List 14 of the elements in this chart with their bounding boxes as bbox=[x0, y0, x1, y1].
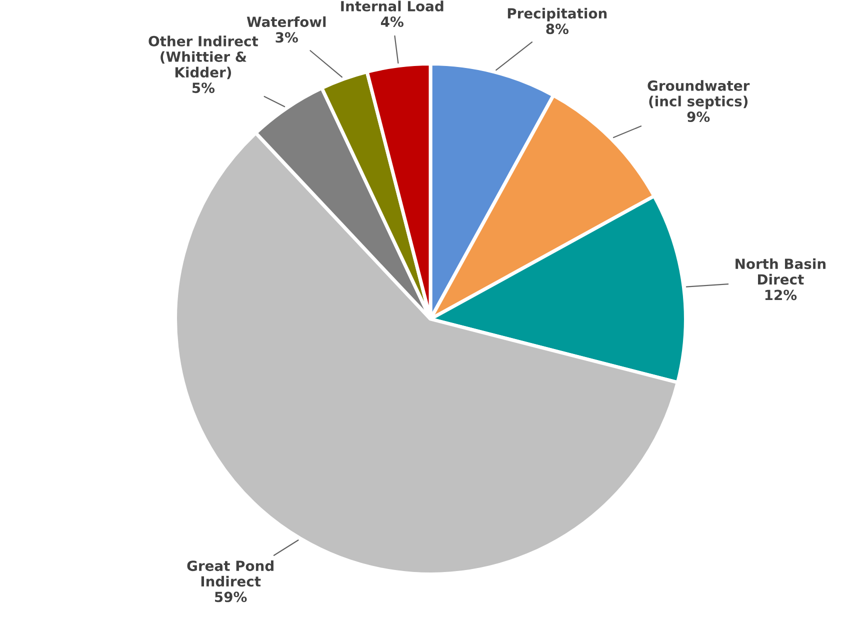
data-label: 12% bbox=[765, 290, 797, 300]
slice-label: Internal Load bbox=[341, 0, 444, 12]
slice-label: Precipitation bbox=[508, 8, 607, 22]
data-label: 59% bbox=[215, 592, 247, 602]
slice-label: Great Pond Indirect bbox=[187, 560, 274, 587]
data-label: 3% bbox=[276, 32, 298, 43]
data-label: 4% bbox=[380, 16, 404, 27]
slice-label: North Basin Direct bbox=[736, 258, 826, 285]
slice-label: Waterfowl bbox=[246, 16, 326, 28]
data-label: 9% bbox=[687, 112, 710, 122]
data-label: 5% bbox=[192, 82, 215, 94]
slice-label: Groundwater (incl septics) bbox=[648, 80, 750, 110]
slice-label: Other Indirect (Whittier & Kidder) bbox=[148, 36, 258, 80]
data-label: 8% bbox=[546, 24, 568, 34]
